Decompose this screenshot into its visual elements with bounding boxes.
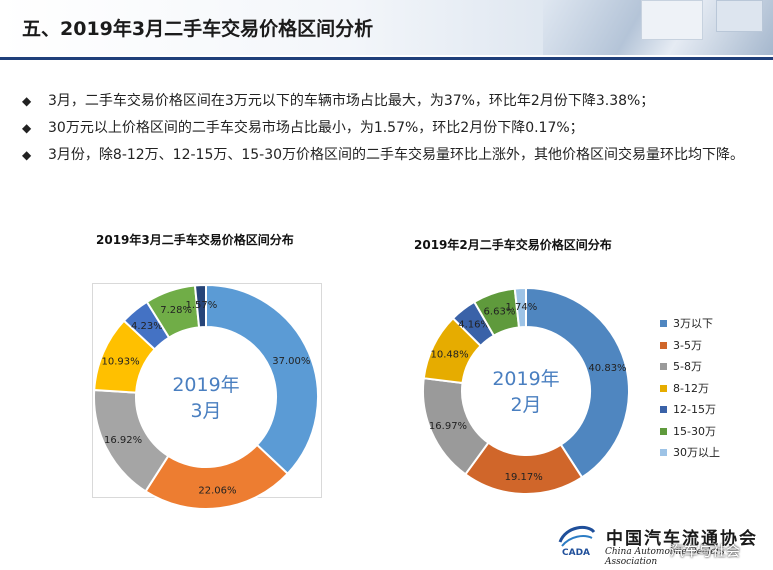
bullet-text: 30万元以上价格区间的二手车交易市场占比最小，为1.57%，环比2月份下降0.1… bbox=[48, 120, 584, 136]
legend-swatch bbox=[660, 427, 667, 435]
slice-data-label: 1.74% bbox=[505, 302, 537, 313]
legend-label: 8-12万 bbox=[673, 381, 709, 395]
legend-swatch bbox=[660, 320, 667, 328]
title-rule bbox=[0, 57, 773, 60]
legend-item: 15-30万 bbox=[660, 421, 720, 443]
legend-label: 3-5万 bbox=[673, 338, 702, 352]
slice-data-label: 4.16% bbox=[458, 320, 490, 331]
legend-item: 3万以下 bbox=[660, 313, 720, 335]
bullet-item: ◆ 3月份，除8-12万、12-15万、15-30万价格区间的二手车交易量环比上… bbox=[22, 142, 767, 169]
legend-label: 15-30万 bbox=[673, 424, 716, 438]
center-label: 3月 bbox=[190, 400, 221, 422]
legend-swatch bbox=[660, 406, 667, 414]
header-banner: 五、2019年3月二手车交易价格区间分析 bbox=[0, 0, 773, 55]
slice-data-label: 1.57% bbox=[186, 300, 218, 311]
slice-data-label: 37.00% bbox=[272, 356, 310, 367]
chart-title-february: 2019年2月二手车交易价格区间分布 bbox=[414, 238, 612, 252]
logo-chinese-name: 中国汽车流通协会 bbox=[606, 529, 758, 549]
slice-data-label: 7.28% bbox=[160, 305, 192, 316]
bullet-item: ◆ 3月，二手车交易价格区间在3万元以下的车辆市场占比最大，为37%，环比年2月… bbox=[22, 88, 767, 115]
slice-data-label: 10.93% bbox=[101, 356, 139, 367]
legend-label: 30万以上 bbox=[673, 446, 720, 459]
watermark-text: 汽车与社会 bbox=[670, 544, 740, 560]
legend-label: 12-15万 bbox=[673, 403, 716, 416]
diamond-bullet-icon: ◆ bbox=[22, 148, 32, 162]
chart-title-march: 2019年3月二手车交易价格区间分布 bbox=[96, 233, 294, 247]
legend-item: 3-5万 bbox=[660, 335, 720, 357]
slice-data-label: 19.17% bbox=[505, 472, 543, 483]
legend-swatch bbox=[660, 384, 667, 392]
bullet-text: 3月，二手车交易价格区间在3万元以下的车辆市场占比最大，为37%，环比年2月份下… bbox=[48, 93, 655, 109]
donut-slice bbox=[513, 286, 527, 329]
diamond-bullet-icon: ◆ bbox=[22, 121, 32, 135]
legend-swatch bbox=[660, 449, 667, 457]
center-label: 2月 bbox=[510, 394, 541, 416]
logo-english-name: China Automobile Dealers Association bbox=[605, 547, 725, 567]
legend-label: 5-8万 bbox=[673, 360, 702, 373]
slice-data-label: 16.92% bbox=[104, 435, 142, 446]
donut-slice bbox=[193, 283, 207, 329]
bullet-text: 3月份，除8-12万、12-15万、15-30万价格区间的二手车交易量环比上涨外… bbox=[48, 147, 745, 163]
legend-swatch bbox=[660, 341, 667, 349]
diamond-bullet-icon: ◆ bbox=[22, 94, 32, 108]
slice-data-label: 40.83% bbox=[588, 363, 626, 374]
legend-item: 5-8万 bbox=[660, 356, 720, 378]
legend-swatch bbox=[660, 363, 667, 371]
slice-data-label: 22.06% bbox=[198, 485, 236, 496]
slice-data-label: 4.23% bbox=[131, 321, 163, 332]
donut-slice bbox=[525, 286, 630, 479]
svg-text:CADA: CADA bbox=[562, 548, 590, 558]
center-label: 2019年 bbox=[492, 368, 559, 390]
bullet-item: ◆ 30万元以上价格区间的二手车交易市场占比最小，为1.57%，环比2月份下降0… bbox=[22, 115, 767, 142]
bullet-list: ◆ 3月，二手车交易价格区间在3万元以下的车辆市场占比最大，为37%，环比年2月… bbox=[22, 88, 767, 169]
chart-legend: 3万以下 3-5万 5-8万 8-12万 12-15万 15-30万 30万以上 bbox=[660, 313, 720, 464]
legend-item: 8-12万 bbox=[660, 378, 720, 400]
legend-item: 30万以上 bbox=[660, 442, 720, 464]
slice-data-label: 16.97% bbox=[429, 421, 467, 432]
page-title: 五、2019年3月二手车交易价格区间分析 bbox=[22, 18, 374, 40]
legend-item: 12-15万 bbox=[660, 399, 720, 421]
decor-cube bbox=[641, 0, 703, 40]
slice-data-label: 6.63% bbox=[484, 306, 516, 317]
slice-data-label: 10.48% bbox=[431, 350, 469, 361]
donut-slice bbox=[205, 283, 319, 476]
decor-cube bbox=[716, 0, 763, 32]
center-label: 2019年 bbox=[172, 374, 239, 396]
cada-logo-icon: CADA bbox=[558, 525, 596, 558]
legend-label: 3万以下 bbox=[673, 317, 713, 330]
